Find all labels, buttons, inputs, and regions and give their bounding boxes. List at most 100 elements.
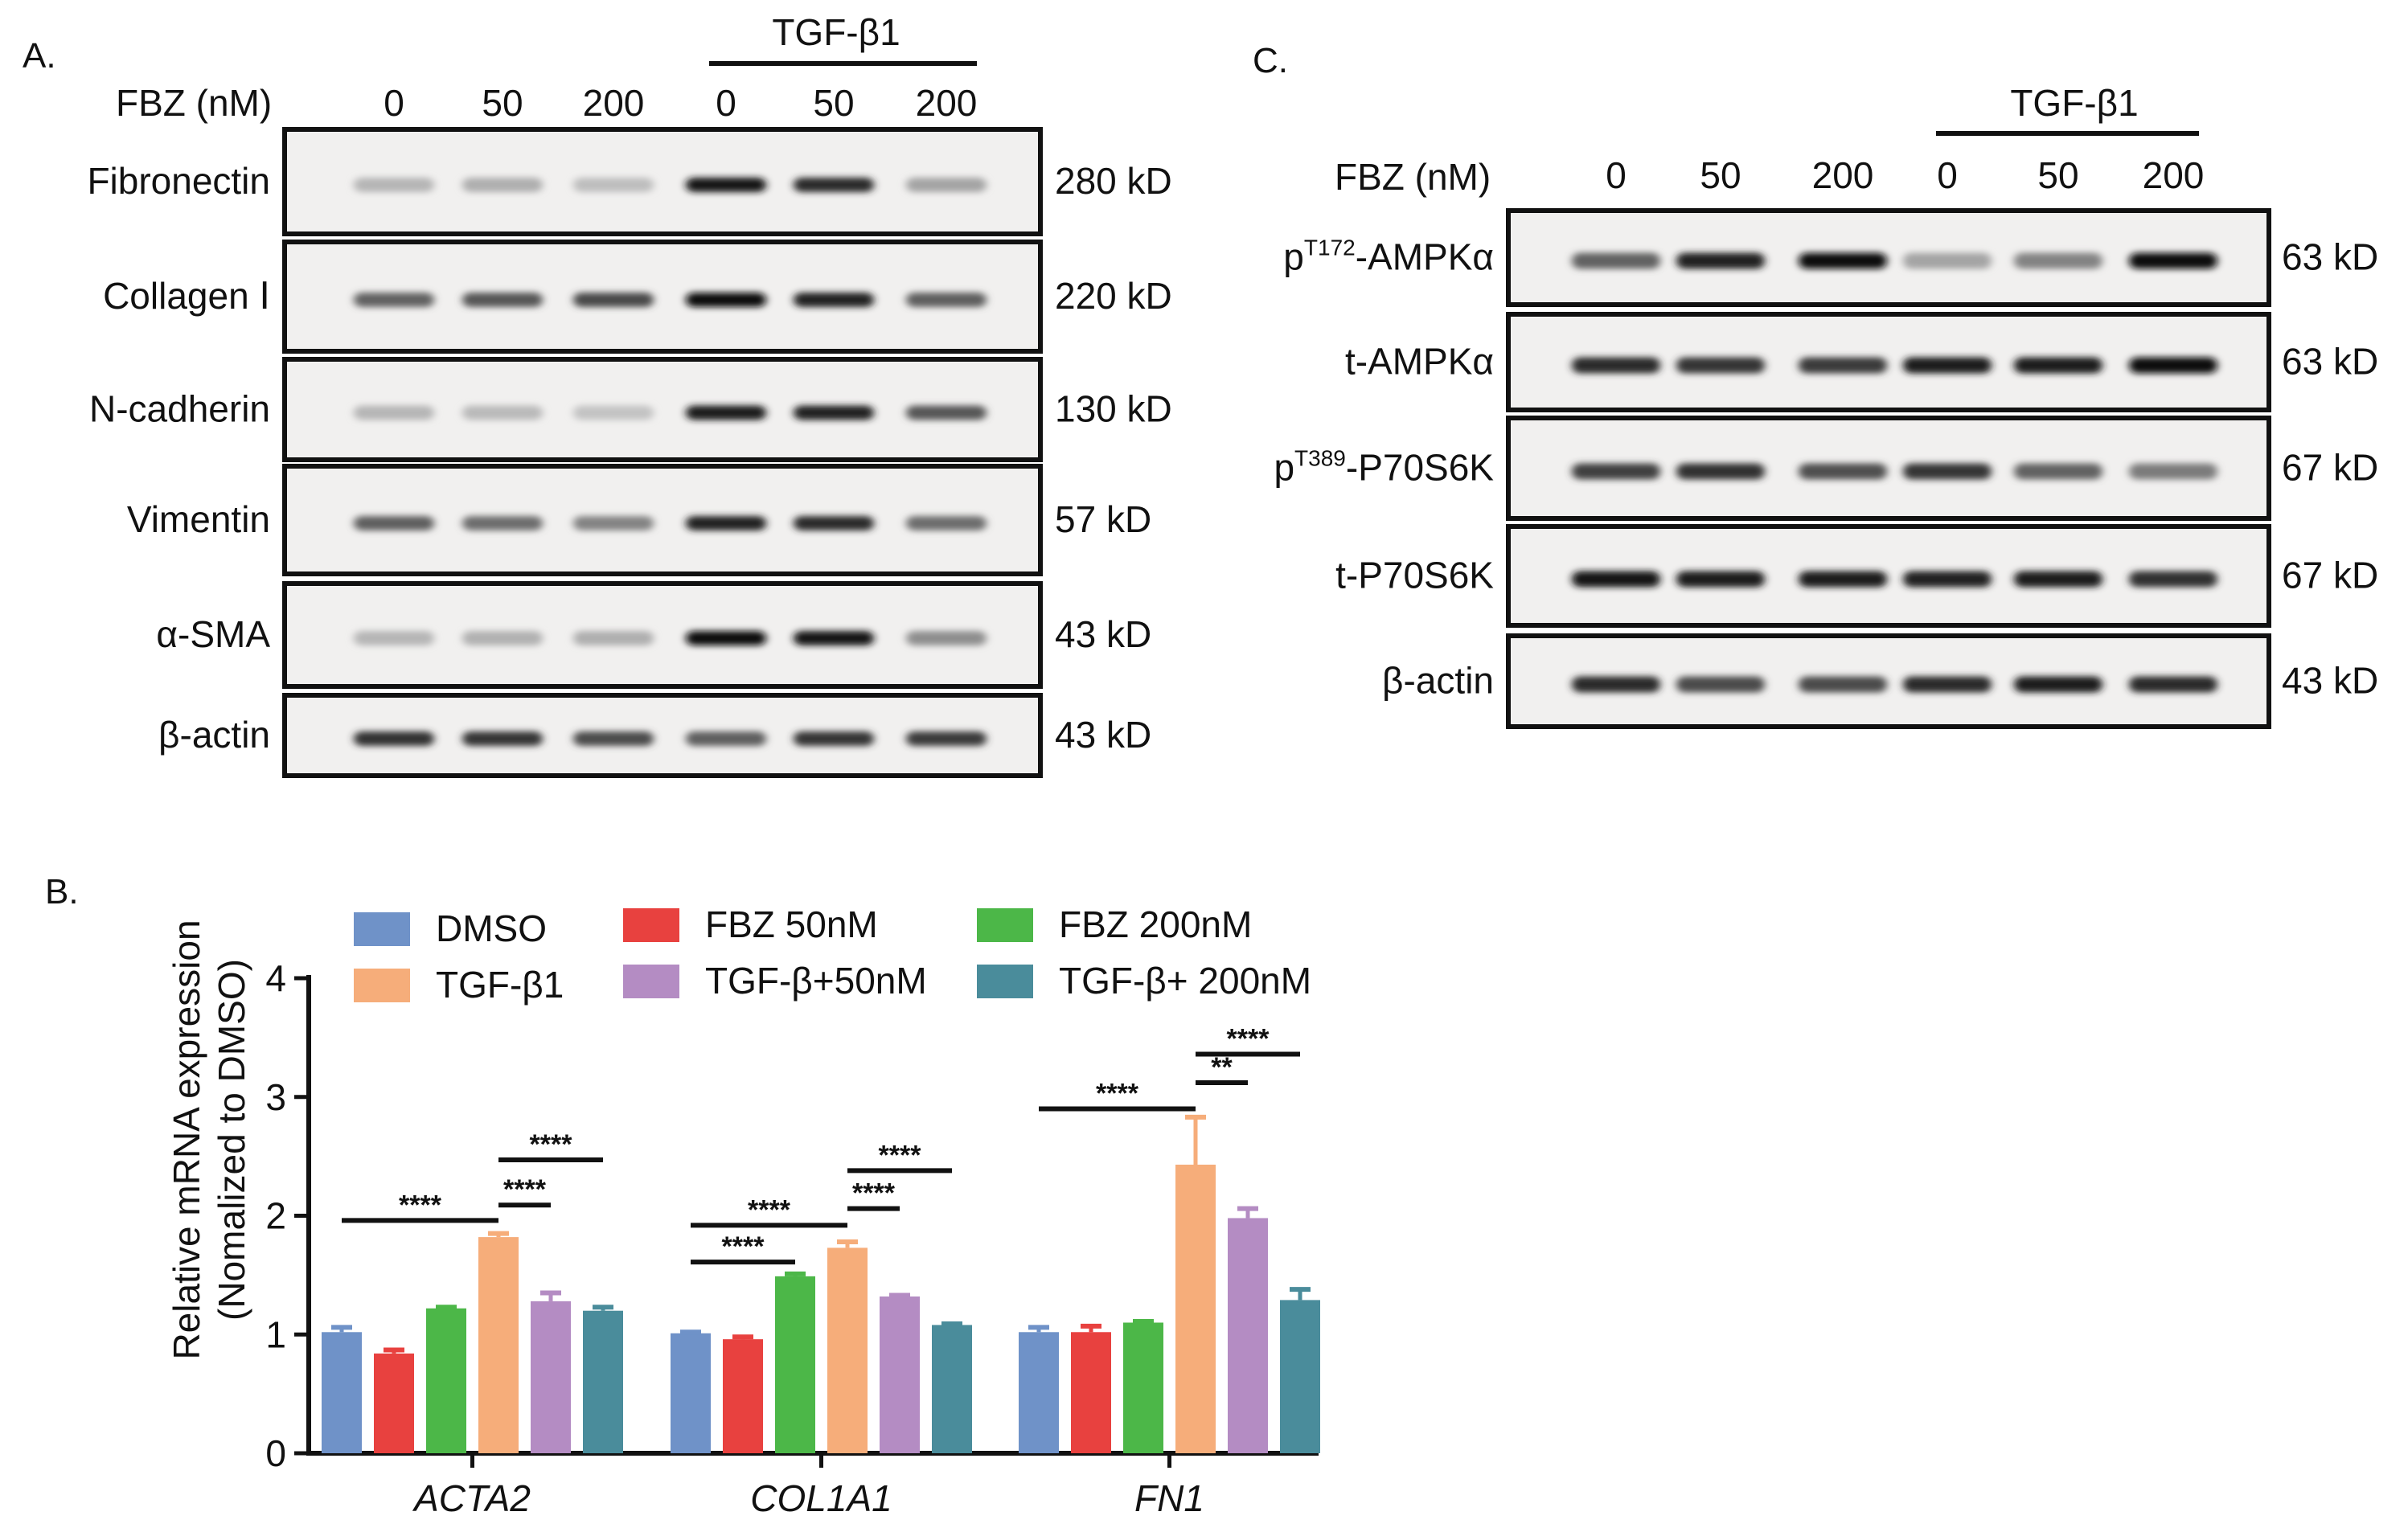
molecular-weight-label: 43 kD: [2282, 660, 2378, 702]
protein-band: [686, 731, 766, 746]
panel-a-label: A.: [23, 36, 56, 76]
protein-band: [462, 631, 543, 645]
protein-band: [906, 631, 987, 645]
legend-swatch: [977, 908, 1033, 942]
dose-label: 0: [384, 82, 404, 124]
protein-band: [1799, 463, 1887, 480]
protein-band: [354, 405, 434, 420]
bar: [583, 1310, 623, 1453]
protein-band: [906, 178, 987, 192]
panel-c-dose-labels: 0 50 200 0 50 200: [1606, 154, 2204, 196]
protein-band: [2129, 571, 2217, 588]
dose-label: 50: [1700, 154, 1741, 196]
protein-band: [906, 731, 987, 746]
protein-band: [573, 631, 654, 645]
protein-label: Collagen Ⅰ: [103, 275, 270, 317]
molecular-weight-label: 43 kD: [1055, 714, 1151, 756]
dose-label: 0: [1606, 154, 1627, 196]
protein-band: [1676, 463, 1765, 480]
molecular-weight-label: 63 kD: [2282, 236, 2378, 278]
protein-label: t-P70S6K: [1335, 555, 1494, 596]
protein-band: [1799, 571, 1887, 588]
bar: [478, 1237, 519, 1453]
protein-band: [354, 631, 434, 645]
protein-band: [462, 731, 543, 746]
protein-band: [2014, 252, 2102, 269]
protein-band: [2129, 357, 2217, 374]
significance-label: ****: [748, 1194, 791, 1225]
protein-band: [794, 516, 874, 530]
protein-band: [906, 405, 987, 420]
significance-label: **: [1211, 1052, 1233, 1083]
protein-band: [2014, 357, 2102, 374]
legend-label: FBZ 50nM: [705, 903, 878, 945]
x-tick-label: COL1A1: [750, 1477, 892, 1519]
protein-label-suffix: -AMPKα: [1356, 236, 1494, 278]
bar: [1228, 1218, 1268, 1453]
protein-band: [2129, 463, 2217, 480]
significance-label: ****: [722, 1231, 765, 1262]
bar: [827, 1247, 868, 1453]
significance-label: ****: [399, 1190, 442, 1220]
protein-label: β-actin: [1382, 660, 1494, 702]
legend-swatch: [354, 969, 410, 1002]
significance-label: ****: [879, 1140, 922, 1170]
chart-bars: [322, 1114, 1320, 1453]
protein-band: [573, 293, 654, 307]
protein-band: [1799, 357, 1887, 374]
significance-label: ****: [1096, 1079, 1139, 1109]
protein-band: [354, 293, 434, 307]
protein-label: Fibronectin: [87, 160, 270, 202]
protein-band: [906, 516, 987, 530]
y-axis-label-line1: Relative mRNA expression: [166, 920, 207, 1359]
significance-label: ****: [1227, 1024, 1270, 1055]
protein-band: [686, 293, 766, 307]
molecular-weight-label: 63 kD: [2282, 341, 2378, 383]
chart-legend: DMSO TGF-β1 FBZ 50nM TGF-β+50nM FBZ 200nM TGF…: [354, 903, 1311, 1006]
dose-label: 200: [2143, 154, 2205, 196]
y-tick-label: 1: [265, 1313, 286, 1355]
bar: [374, 1353, 414, 1453]
protein-band: [2014, 571, 2102, 588]
protein-label: Vimentin: [127, 498, 270, 540]
protein-band: [2129, 676, 2217, 693]
protein-label-prefix: p: [1283, 236, 1304, 278]
dose-label: 200: [1812, 154, 1874, 196]
dose-label: 0: [1937, 154, 1958, 196]
significance-annotations: **************************************: [342, 1024, 1300, 1265]
protein-band: [686, 405, 766, 420]
legend-label: DMSO: [436, 907, 547, 949]
protein-band: [794, 631, 874, 645]
legend-label: TGF-β+50nM: [705, 960, 927, 1002]
significance-label: ****: [530, 1129, 573, 1160]
legend-label: TGF-β1: [436, 964, 564, 1006]
protein-band: [1903, 463, 1992, 480]
protein-band: [1799, 676, 1887, 693]
protein-band: [1903, 571, 1992, 588]
protein-band: [1676, 676, 1765, 693]
molecular-weight-label: 67 kD: [2282, 447, 2378, 489]
protein-band: [1572, 357, 1660, 374]
protein-band: [1903, 676, 1992, 693]
y-tick-label: 4: [265, 957, 286, 999]
protein-label: pT172-AMPKα: [1283, 236, 1494, 278]
bar: [1071, 1332, 1111, 1453]
protein-label-superscript: T172: [1304, 236, 1356, 260]
y-tick-label: 0: [265, 1432, 286, 1474]
protein-band: [794, 293, 874, 307]
dose-label: 50: [813, 82, 854, 124]
bar: [1175, 1164, 1216, 1453]
significance-label: ****: [503, 1174, 547, 1205]
protein-band: [1903, 357, 1992, 374]
legend-label: TGF-β+ 200nM: [1059, 960, 1311, 1002]
molecular-weight-label: 130 kD: [1055, 388, 1172, 430]
protein-band: [573, 405, 654, 420]
protein-band: [686, 178, 766, 192]
protein-label: α-SMA: [156, 613, 270, 655]
bar: [671, 1333, 711, 1453]
legend-label: FBZ 200nM: [1059, 903, 1252, 945]
panel-a-blot-rows: Fibronectin 280 kD Collagen Ⅰ 220 kD N-cadhe…: [87, 127, 1172, 778]
protein-band: [462, 516, 543, 530]
protein-band: [354, 178, 434, 192]
